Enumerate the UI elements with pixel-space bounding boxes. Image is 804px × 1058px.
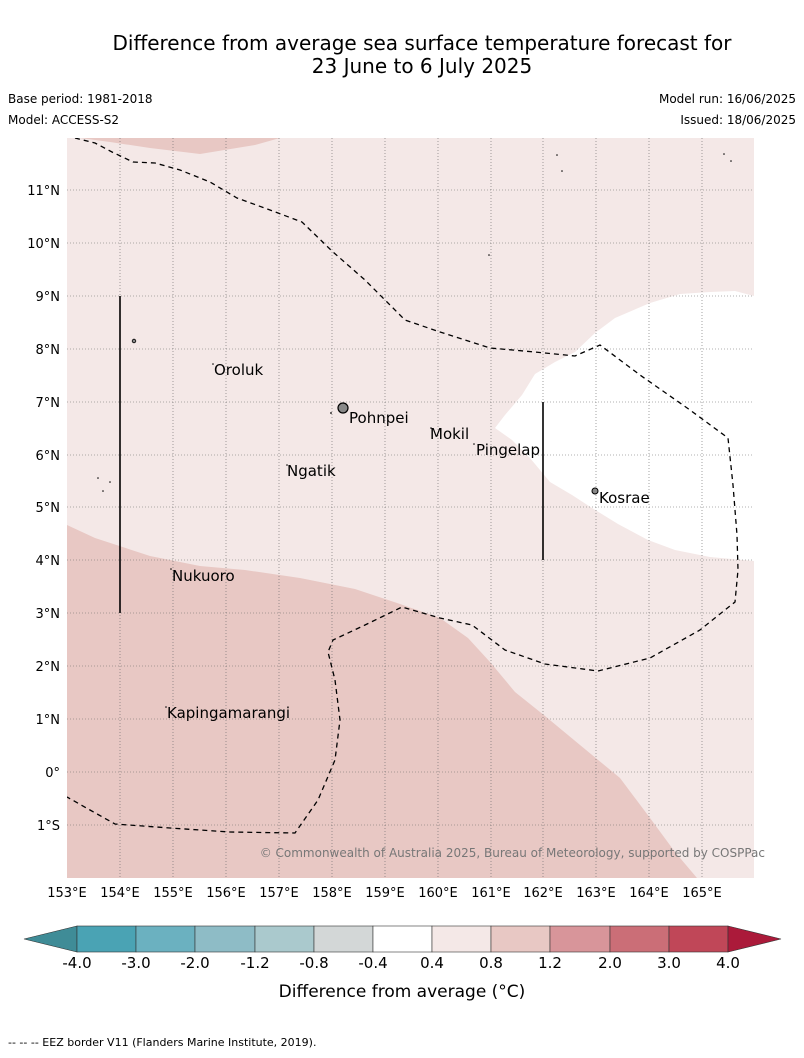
- lon-tick-label: 157°E: [259, 886, 299, 901]
- colorbar-segment: [372, 925, 433, 953]
- model-name: Model: ACCESS-S2: [8, 113, 120, 127]
- colorbar-segment: [549, 925, 611, 953]
- colorbar-segment: [609, 925, 670, 953]
- small-island: [473, 443, 475, 445]
- model-run: Model run: 16/06/2025: [658, 92, 796, 106]
- lon-tick-label: 159°E: [365, 886, 405, 901]
- lon-tick-label: 165°E: [682, 886, 722, 901]
- small-island: [109, 481, 111, 483]
- lat-tick-label: 4°N: [36, 554, 61, 569]
- base-period: Base period: 1981-2018: [8, 92, 153, 106]
- lon-tick-label: 158°E: [312, 886, 352, 901]
- colorbar-tick-label: 2.0: [598, 954, 622, 972]
- kosrae-island: [591, 487, 599, 495]
- lon-tick-label: 163°E: [576, 886, 616, 901]
- small-island: [102, 490, 104, 492]
- small-island: [286, 464, 288, 466]
- small-island: [561, 170, 563, 172]
- small-island: [330, 412, 332, 414]
- small-island: [165, 706, 167, 708]
- colorbar-tick-label: -2.0: [180, 954, 209, 972]
- place-pingelap: Pingelap: [476, 441, 540, 459]
- colorbar-tick-label: -3.0: [121, 954, 150, 972]
- lon-tick-label: 154°E: [100, 886, 140, 901]
- place-kapingamarangi: Kapingamarangi: [167, 704, 290, 722]
- near-average-region: [495, 291, 754, 561]
- place-mokil: Mokil: [430, 425, 469, 443]
- colorbar-segment: [254, 925, 315, 953]
- eez-footnote: -- -- -- EEZ border V11 (Flanders Marine…: [8, 1036, 317, 1049]
- lon-tick-label: 156°E: [206, 886, 246, 901]
- lon-tick-label: 164°E: [629, 886, 669, 901]
- small-island: [556, 154, 558, 156]
- lon-tick-label: 155°E: [153, 886, 193, 901]
- lat-tick-label: 1°S: [37, 819, 60, 834]
- colorbar-segment: [194, 925, 256, 953]
- eez-border: [67, 138, 739, 834]
- map-title: Difference from average sea surface temp…: [40, 32, 804, 78]
- small-island: [131, 338, 137, 344]
- small-island: [212, 363, 214, 365]
- colorbar-segment: [490, 925, 551, 953]
- lon-tick-label: 160°E: [418, 886, 458, 901]
- lat-tick-label: 9°N: [36, 290, 61, 305]
- lon-tick-label: 162°E: [523, 886, 563, 901]
- small-island: [488, 254, 490, 256]
- longitude-axis: 153°E 154°E 155°E 156°E 157°E 158°E 159°…: [47, 886, 722, 901]
- lat-tick-label: 6°N: [36, 449, 61, 464]
- colorbar-tick-label: 3.0: [657, 954, 681, 972]
- place-oroluk: Oroluk: [214, 361, 263, 379]
- lat-tick-label: 2°N: [36, 660, 61, 675]
- place-ngatik: Ngatik: [287, 462, 336, 480]
- lat-tick-label: 8°N: [36, 343, 61, 358]
- colorbar-segment: [76, 925, 137, 953]
- place-kosrae: Kosrae: [599, 489, 650, 507]
- colorbar-segment: [431, 925, 492, 953]
- colorbar-tick-label: -0.4: [358, 954, 387, 972]
- small-island: [97, 477, 99, 479]
- small-island: [430, 427, 432, 429]
- colorbar-tick-label: 0.8: [479, 954, 503, 972]
- colorbar-title: Difference from average (°C): [279, 982, 526, 1002]
- lat-tick-label: 7°N: [36, 396, 61, 411]
- lat-tick-label: 0°: [45, 766, 60, 781]
- place-nukuoro: Nukuoro: [172, 567, 235, 585]
- place-pohnpei: Pohnpei: [349, 409, 409, 427]
- colorbar-segment: [135, 925, 196, 953]
- title-line-2: 23 June to 6 July 2025: [311, 54, 533, 78]
- title-line-1: Difference from average sea surface temp…: [112, 31, 732, 55]
- small-island: [730, 160, 732, 162]
- lon-tick-label: 153°E: [47, 886, 87, 901]
- map-plot-area: Oroluk Pohnpei Mokil Pingelap Ngatik Kos…: [67, 138, 754, 878]
- colorbar-tick-label: -4.0: [62, 954, 91, 972]
- colorbar-tick-label: 1.2: [538, 954, 562, 972]
- colorbar-tick-label: 0.4: [420, 954, 444, 972]
- colorbar-segment: [668, 925, 729, 953]
- lat-tick-label: 5°N: [36, 501, 61, 516]
- lat-tick-label: 10°N: [27, 237, 60, 252]
- anomaly-region-southwest: [67, 525, 697, 878]
- lat-tick-label: 3°N: [36, 607, 61, 622]
- lat-tick-label: 1°N: [36, 713, 61, 728]
- colorbar-tick-label: -1.2: [240, 954, 269, 972]
- pohnpei-island: [337, 402, 349, 414]
- colorbar-tick-label: -0.8: [299, 954, 328, 972]
- issued-date: Issued: 18/06/2025: [680, 113, 796, 127]
- graticule: [67, 138, 754, 878]
- colorbar-extend-low: [23, 925, 78, 953]
- lon-tick-label: 161°E: [471, 886, 511, 901]
- colorbar-tick-label: 4.0: [716, 954, 740, 972]
- colorbar-extend-high: [727, 925, 782, 953]
- latitude-axis: 11°N 10°N 9°N 8°N 7°N 6°N 5°N 4°N 3°N 2°…: [27, 184, 60, 834]
- small-island: [170, 568, 172, 570]
- copyright-notice: © Commonwealth of Australia 2025, Bureau…: [260, 846, 765, 860]
- small-island: [723, 153, 725, 155]
- colorbar-segment: [313, 925, 374, 953]
- colorbar: -4.0 -3.0 -2.0 -1.2 -0.8 -0.4 0.4 0.8 1.…: [23, 925, 782, 1002]
- lat-tick-label: 11°N: [27, 184, 60, 199]
